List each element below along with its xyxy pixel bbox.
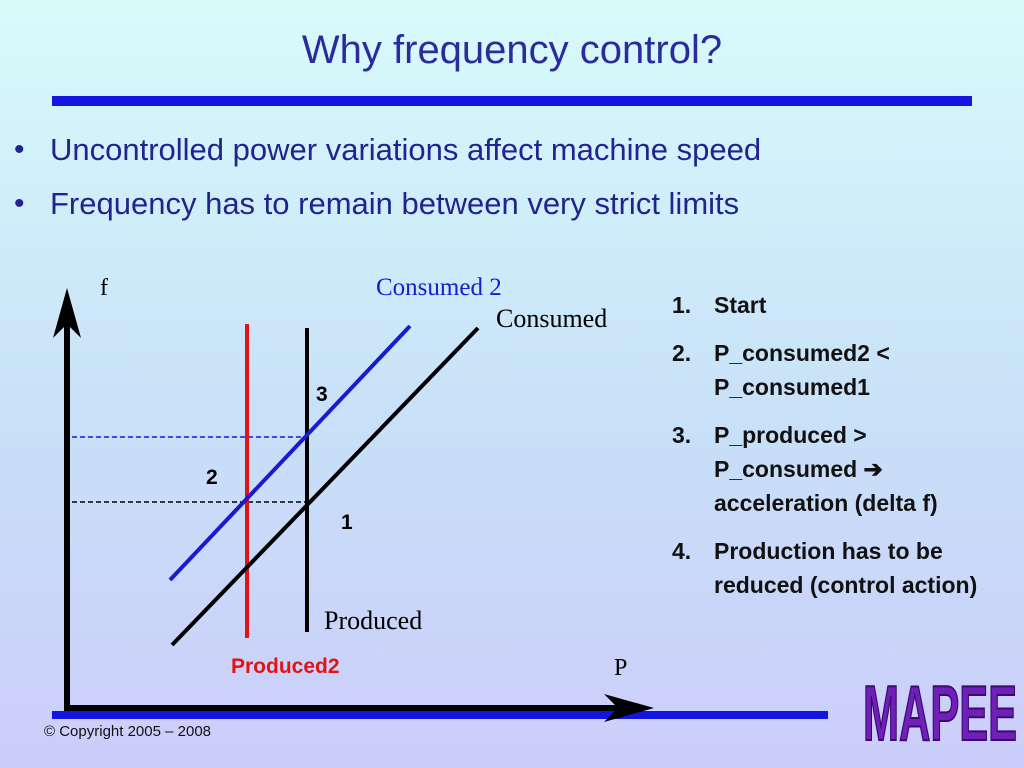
step-number: 1. xyxy=(672,292,692,318)
consumed2-label: Consumed 2 xyxy=(376,274,502,301)
bullet-dot-icon: • xyxy=(14,133,25,166)
title-divider xyxy=(52,96,972,106)
bullet-dot-icon: • xyxy=(14,187,25,220)
bullet-text: Uncontrolled power variations affect mac… xyxy=(50,132,762,167)
consumed-label: Consumed xyxy=(496,304,607,333)
step-text: Production has to be reduced (control ac… xyxy=(714,538,978,598)
bullet-item: • Uncontrolled power variations affect m… xyxy=(14,128,761,182)
step-text: P_produced > P_consumed ➔ acceleration (… xyxy=(714,422,938,516)
bullet-text: Frequency has to remain between very str… xyxy=(50,186,740,221)
consumed-line xyxy=(170,326,480,647)
x-axis-label: P xyxy=(614,655,627,681)
step-text: Start xyxy=(714,292,767,318)
bullet-item: • Frequency has to remain between very s… xyxy=(14,182,761,236)
copyright-notice: © Copyright 2005 – 2008 xyxy=(44,723,211,740)
step-item: 1. Start xyxy=(672,288,1002,322)
bullet-list: • Uncontrolled power variations affect m… xyxy=(14,128,761,236)
y-axis-arrowhead xyxy=(53,288,81,338)
point-label-3: 3 xyxy=(316,383,328,406)
slide-title: Why frequency control? xyxy=(301,28,723,72)
step-number: 3. xyxy=(672,422,692,448)
step-item: 3. P_produced > P_consumed ➔ acceleration… xyxy=(672,418,1002,520)
steps-list: 1. Start 2. P_consumed2 < P_consumed1 3. P_… xyxy=(672,288,1002,616)
step-text: P_consumed2 < P_consumed1 xyxy=(714,340,890,400)
produced-label: Produced xyxy=(324,606,422,635)
step-item: 2. P_consumed2 < P_consumed1 xyxy=(672,336,1002,404)
step-number: 2. xyxy=(672,340,692,366)
point-label-1: 1 xyxy=(341,511,353,534)
y-axis-label: f xyxy=(100,275,108,301)
step-item: 4. Production has to be reduced (control … xyxy=(672,534,1002,602)
consumed2-line xyxy=(168,324,412,582)
bottom-rule xyxy=(52,711,828,719)
logo-text: MAPEE xyxy=(863,672,1017,748)
mapee-logo: MAPEE xyxy=(862,672,1018,748)
produced2-label: Produced2 xyxy=(231,655,340,678)
step-number: 4. xyxy=(672,538,692,564)
point-label-2: 2 xyxy=(206,466,218,489)
x-axis-arrowhead xyxy=(604,694,654,722)
